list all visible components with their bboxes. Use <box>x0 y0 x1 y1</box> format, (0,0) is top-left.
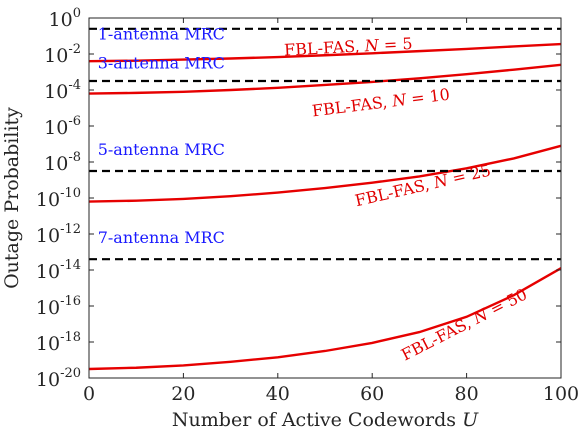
y-tick-label: 10-12 <box>36 222 81 247</box>
series-line-3 <box>88 144 562 203</box>
y-tick-label: 10-8 <box>44 150 81 175</box>
fas-label-5: FBL-FAS, N = 5 <box>284 34 413 60</box>
tick-layer: 0 20 40 60 80 100 100 10-2 10-4 10-6 10-8 10-10 10-1… <box>36 6 579 405</box>
mrc-label-3: 5-antenna MRC <box>98 140 225 159</box>
y-axis-title: Outage Probability <box>1 107 23 289</box>
series-line-4 <box>88 267 562 371</box>
y-tick-label: 10-2 <box>44 42 81 67</box>
y-tick-label: 10-4 <box>44 78 81 103</box>
y-tick-label: 100 <box>49 6 81 31</box>
plot-background <box>89 18 561 378</box>
x-tick-label: 100 <box>543 383 579 405</box>
y-tick-label: 10-6 <box>44 114 81 139</box>
y-tick-label: 10-16 <box>36 294 81 319</box>
x-tick-label: 60 <box>360 383 384 405</box>
x-tick-label: 40 <box>266 383 290 405</box>
y-tick-label: 10-20 <box>36 366 81 391</box>
mrc-label-1: 1-antenna MRC <box>98 25 225 44</box>
x-tick-label: 20 <box>171 383 195 405</box>
mrc-label-4: 7-antenna MRC <box>98 228 225 247</box>
y-tick-label: 10-10 <box>36 186 81 211</box>
y-tick-label: 10-14 <box>36 258 81 283</box>
series-layer <box>88 27 562 371</box>
x-tick-label: 0 <box>83 383 95 405</box>
series-line-1 <box>88 42 562 63</box>
x-axis-title: Number of Active Codewords U <box>172 409 479 431</box>
mrc-label-2: 3-antenna MRC <box>98 53 225 72</box>
series-line-2 <box>88 63 562 95</box>
y-tick-label: 10-18 <box>36 330 81 355</box>
x-tick-label: 80 <box>455 383 479 405</box>
